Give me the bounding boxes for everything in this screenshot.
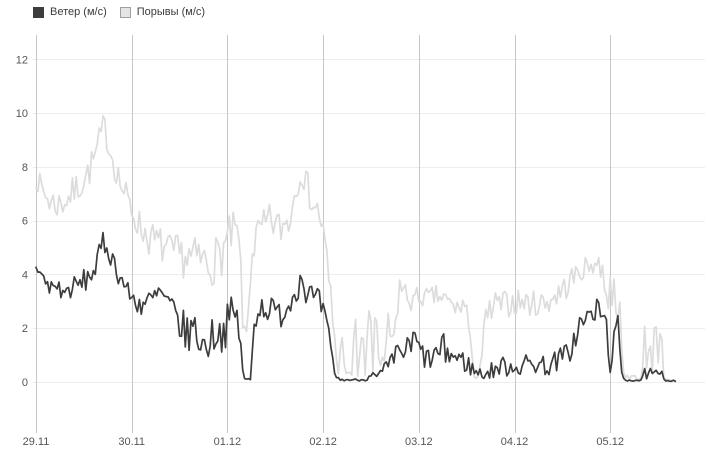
wind-series-label: Ветер (м/с) bbox=[50, 6, 107, 18]
vertical-gridlines bbox=[36, 35, 611, 433]
x-tick-label-29.11: 29.11 bbox=[23, 436, 50, 448]
y-tick-label-8: 8 bbox=[22, 162, 28, 174]
x-tick-label-01.12: 01.12 bbox=[214, 436, 242, 448]
wind-series-swatch bbox=[33, 7, 44, 18]
x-tick-label-04.12: 04.12 bbox=[501, 436, 529, 448]
x-axis-labels: 29.11 30.11 01.12 02.12 03.12 04.12 05.12 bbox=[23, 436, 624, 448]
chart-legend: Ветер (м/с) Порывы (м/с) bbox=[33, 6, 205, 19]
legend-item-gusts[interactable]: Порывы (м/с) bbox=[119, 6, 206, 19]
wind-series-line bbox=[35, 231, 677, 383]
horizontal-gridlines bbox=[33, 59, 705, 383]
gusts-series-line bbox=[35, 115, 677, 382]
x-tick-label-30.11: 30.11 bbox=[118, 436, 145, 448]
y-tick-label-0: 0 bbox=[22, 377, 28, 389]
legend-item-wind[interactable]: Ветер (м/с) bbox=[33, 6, 107, 19]
x-tick-label-03.12: 03.12 bbox=[405, 436, 433, 448]
y-tick-label-4: 4 bbox=[22, 269, 28, 281]
y-tick-label-12: 12 bbox=[16, 54, 28, 66]
y-tick-label-10: 10 bbox=[16, 108, 28, 120]
x-tick-label-02.12: 02.12 bbox=[309, 436, 337, 448]
gusts-series-label: Порывы (м/с) bbox=[136, 6, 206, 18]
gusts-series-swatch bbox=[119, 7, 131, 18]
x-tick-label-05.12: 05.12 bbox=[596, 436, 624, 448]
y-tick-label-2: 2 bbox=[22, 323, 28, 335]
y-axis-labels: 0 2 4 6 8 10 12 bbox=[16, 54, 28, 389]
y-tick-label-6: 6 bbox=[22, 216, 28, 228]
